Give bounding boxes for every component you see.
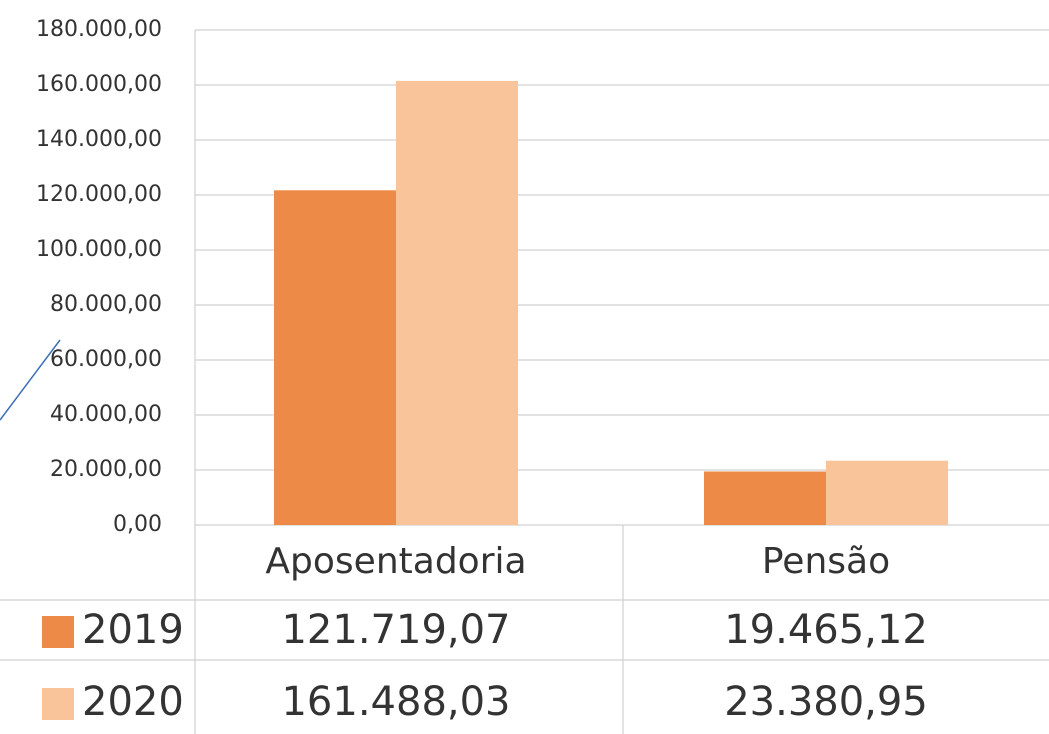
legend-label: 2019 [82,607,184,653]
y-tick-label: 180.000,00 [36,17,162,42]
y-tick-label: 160.000,00 [36,72,162,97]
bar [274,190,396,525]
legend-label: 2020 [82,679,184,725]
legend-swatch [42,688,74,720]
legend-swatch [42,616,74,648]
bar [396,80,518,525]
y-tick-label: 80.000,00 [50,292,162,317]
x-tick-label: Aposentadoria [265,541,526,582]
table-value: 161.488,03 [281,679,510,725]
y-tick-label: 0,00 [113,512,162,537]
bar [826,460,948,525]
bar [704,471,826,525]
y-tick-label: 140.000,00 [36,127,162,152]
y-tick-label: 20.000,00 [50,457,162,482]
y-tick-label: 60.000,00 [50,347,162,372]
y-tick-label: 100.000,00 [36,237,162,262]
table-value: 19.465,12 [724,607,928,653]
x-tick-label: Pensão [762,541,890,582]
table-value: 23.380,95 [724,679,928,725]
y-tick-label: 40.000,00 [50,402,162,427]
pen-stroke [0,339,61,421]
y-tick-label: 120.000,00 [36,182,162,207]
table-value: 121.719,07 [281,607,510,653]
